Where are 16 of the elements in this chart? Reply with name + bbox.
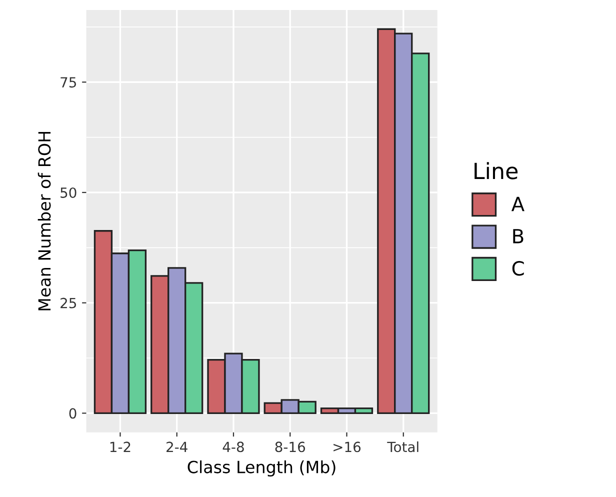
y-tick-label: 75 — [60, 77, 76, 88]
y-tick-label: 25 — [60, 298, 76, 308]
legend-title: Line — [474, 162, 518, 180]
x-tick-label: 4-8 — [222, 442, 244, 452]
x-tick-label: 8-16 — [275, 442, 305, 452]
legend-label: A — [511, 196, 524, 212]
legend-label: B — [513, 229, 524, 244]
y-tick-label: 50 — [60, 187, 76, 198]
x-tick-label: 2-4 — [166, 442, 188, 452]
x-tick-label: >16 — [334, 442, 361, 452]
x-axis-title: Class Length (Mb) — [188, 460, 336, 477]
x-tick-label: 1-2 — [110, 442, 130, 452]
x-tick-label: Total — [387, 441, 418, 452]
legend-label: C — [512, 260, 524, 276]
y-tick-label: 0 — [69, 408, 76, 419]
y-axis-title: Mean Number of ROH — [38, 132, 51, 310]
